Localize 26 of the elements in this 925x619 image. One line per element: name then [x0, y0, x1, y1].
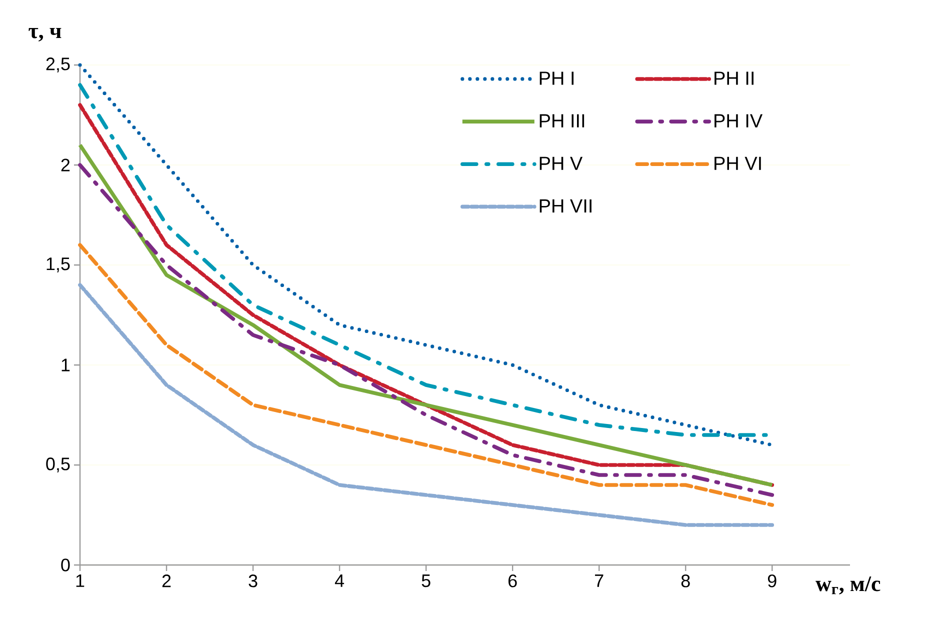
- x-tick-label: 1: [76, 574, 84, 587]
- x-tick-label: 3: [248, 574, 258, 588]
- x-tick-label: 6: [508, 574, 517, 588]
- legend-label: РН III: [540, 114, 584, 128]
- x-tick-label: 2: [162, 574, 171, 588]
- x-tick-label: 8: [681, 574, 690, 588]
- y-tick-label: 1,5: [46, 258, 70, 272]
- legend-label: РН II: [714, 72, 754, 85]
- legend-label: РН VI: [714, 156, 761, 170]
- x-tick-label: 9: [768, 574, 776, 588]
- y-axis-title: τ, ч: [28, 28, 62, 42]
- line-series: [78, 283, 774, 527]
- y-tick-label: 0: [61, 558, 70, 572]
- x-axis-title: w$_{г}$, м/с: [816, 576, 880, 594]
- x-tick-label: 5: [422, 574, 430, 588]
- y-tick-label: 0,5: [46, 458, 70, 472]
- legend-label: РН V: [540, 156, 583, 170]
- x-tick-label: 4: [334, 574, 344, 587]
- line-series: [78, 243, 774, 507]
- legend-label: РН VII: [540, 199, 592, 212]
- y-tick-label: 1: [62, 358, 70, 372]
- y-tick-label: 2,5: [46, 58, 70, 72]
- y-tick-label: 2: [61, 158, 70, 172]
- legend-label: РН IV: [714, 114, 763, 128]
- x-tick-label: 7: [595, 574, 604, 587]
- legend-label: РН I: [540, 72, 574, 85]
